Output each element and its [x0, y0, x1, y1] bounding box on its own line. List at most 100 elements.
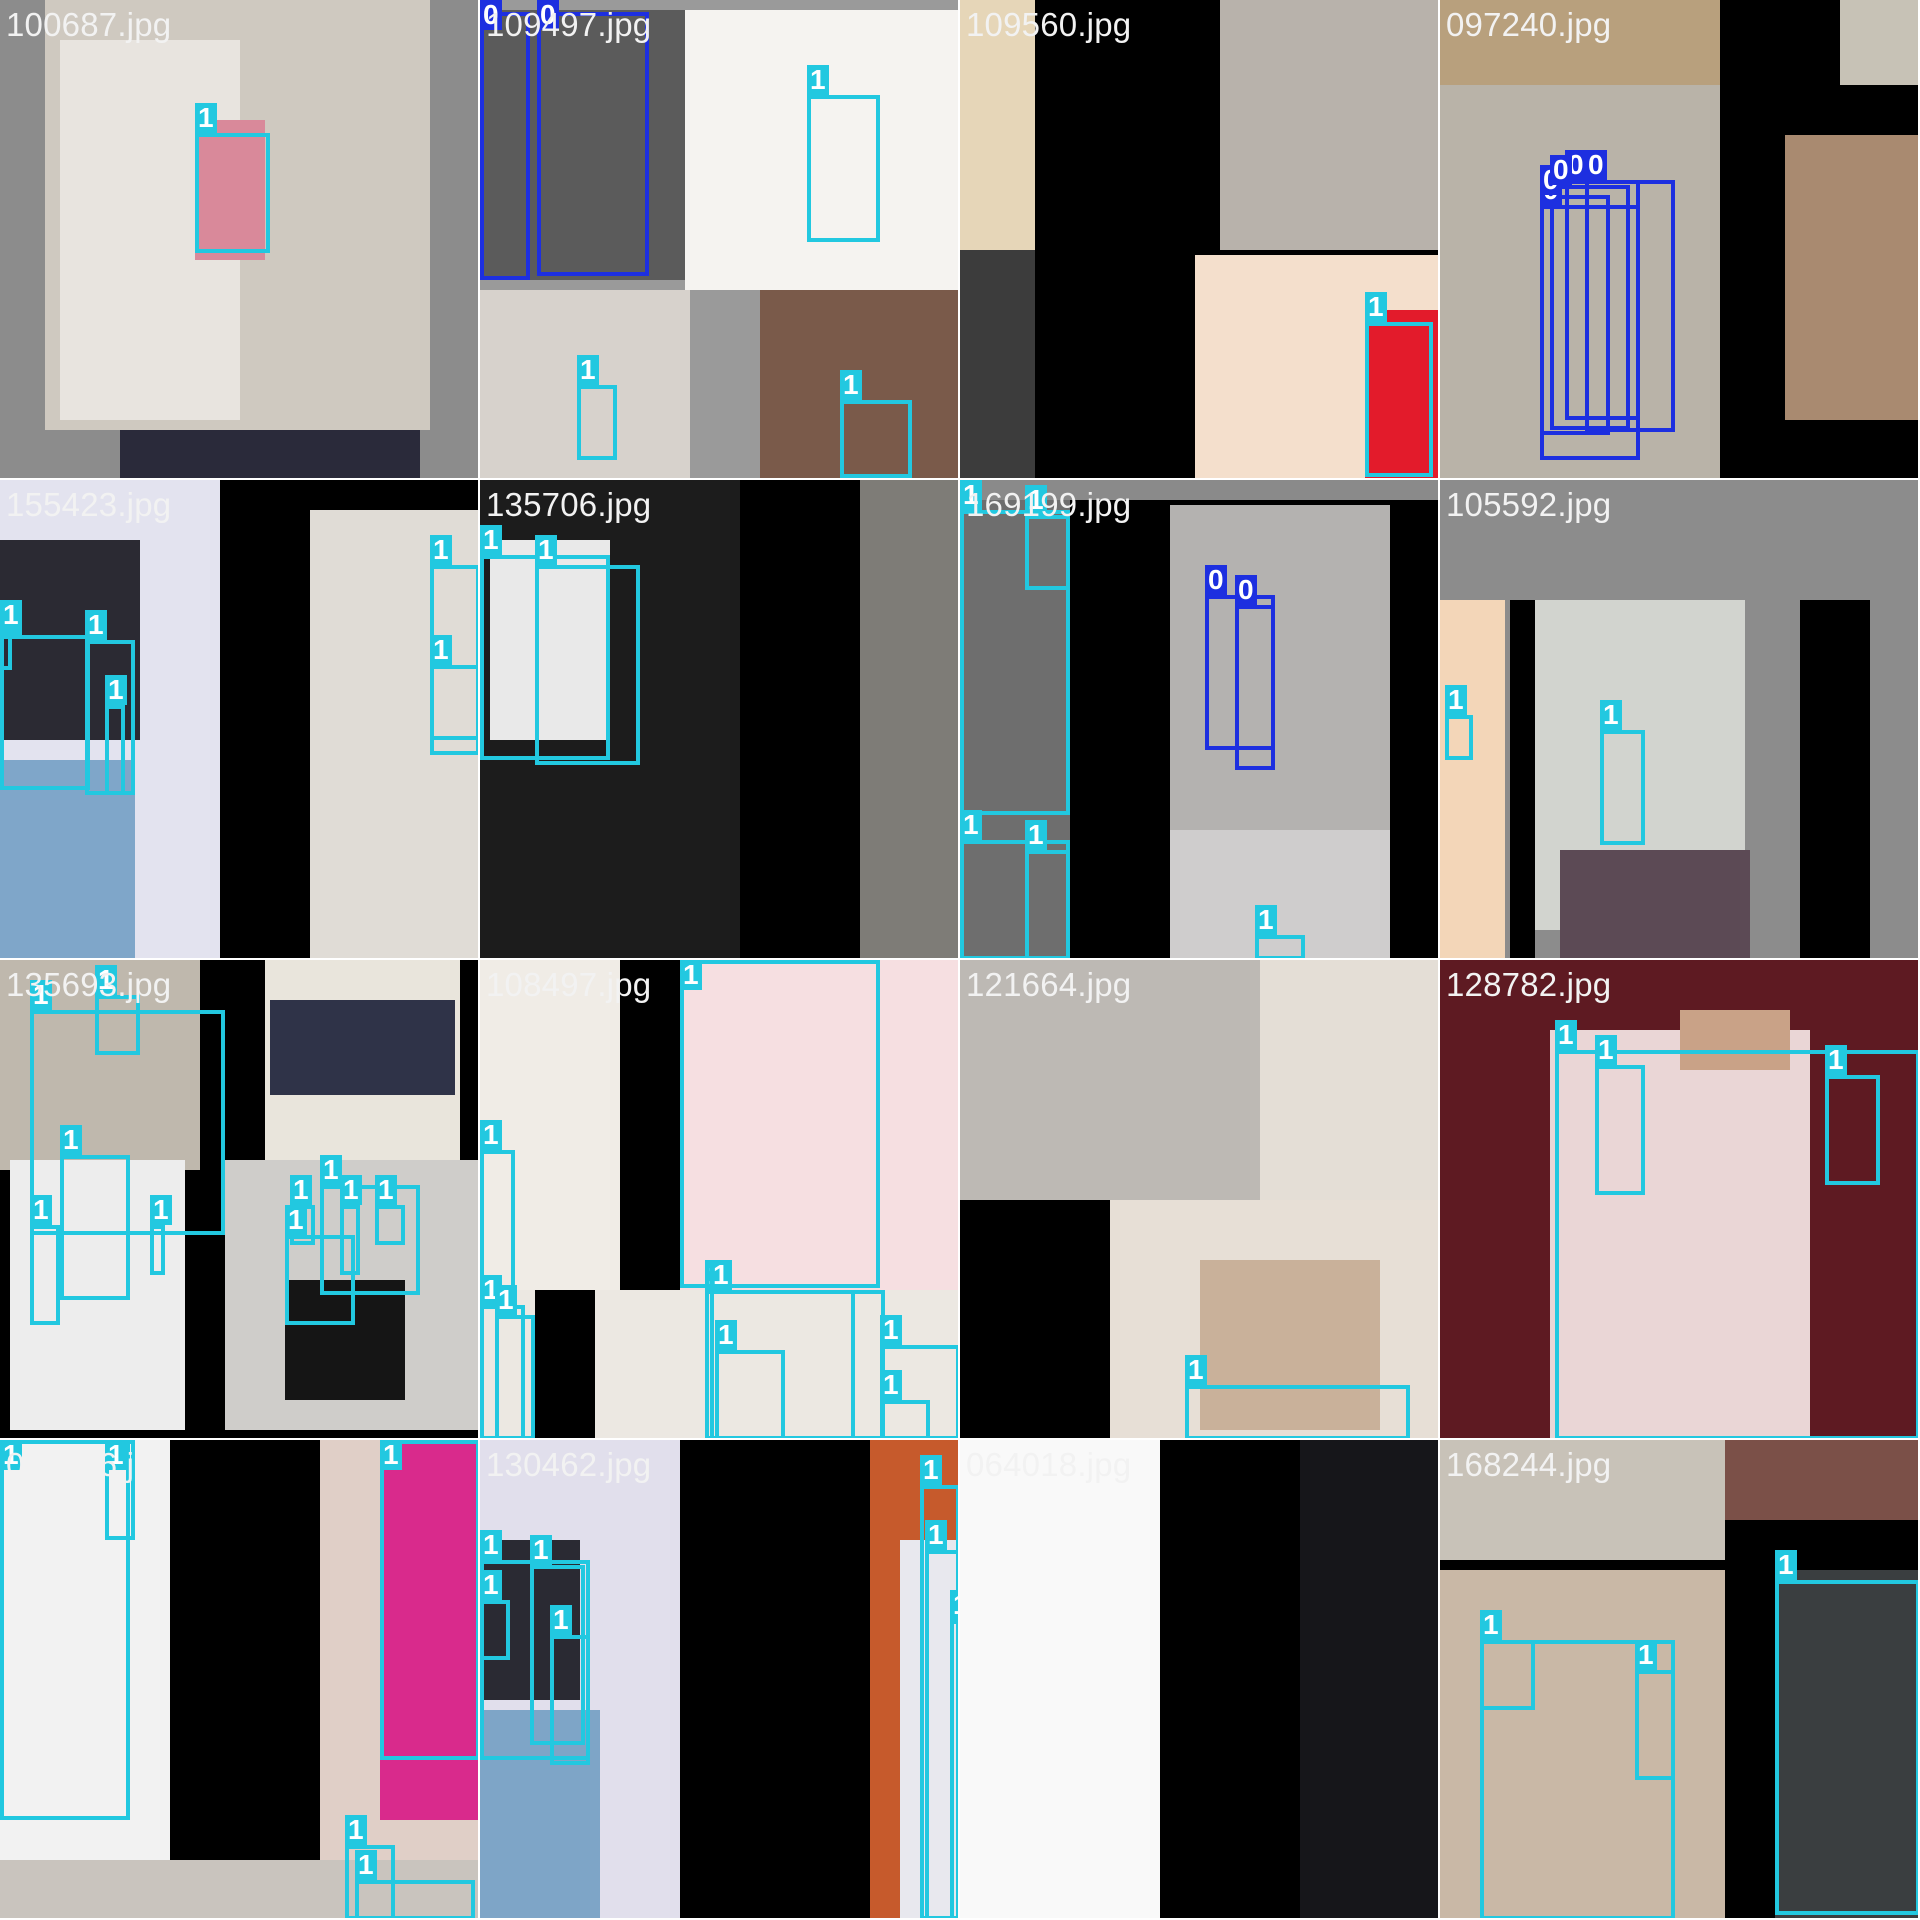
bounding-box [195, 133, 270, 253]
mosaic-tile: 135706.jpg 1 1 [480, 480, 958, 958]
bounding-box [375, 1205, 405, 1245]
class-label-tag: 1 [30, 980, 52, 1010]
class-label-tag: 1 [1595, 1035, 1617, 1065]
photo-region [0, 1860, 478, 1918]
tile-filename: 135706.jpg [486, 486, 652, 523]
mosaic-tile: 121664.jpg 1 [960, 960, 1438, 1438]
tile-filename: 155423.jpg [6, 486, 172, 523]
class-label-tag: 1 [105, 675, 127, 705]
class-label-tag: 0 [1550, 155, 1572, 185]
class-label-tag: 1 [807, 65, 829, 95]
class-label-tag: 1 [480, 1120, 502, 1150]
bounding-box [480, 12, 530, 280]
bounding-box [680, 960, 880, 1288]
bounding-box [1555, 1050, 1918, 1438]
class-label-tag: 1 [1555, 1020, 1577, 1050]
class-label-tag: 1 [105, 1440, 127, 1470]
class-label-tag: 1 [195, 103, 217, 133]
class-label-tag: 1 [960, 480, 982, 510]
photo-region [680, 960, 958, 1290]
bounding-box [1025, 515, 1070, 590]
tile-filename: 047666.jpg [6, 1446, 172, 1483]
photo-region [1785, 135, 1918, 420]
class-label-tag: 1 [495, 1285, 517, 1315]
photo-region [1775, 1570, 1918, 1918]
mosaic-tile: 109560.jpg 1 [960, 0, 1438, 478]
bounding-box [480, 1600, 510, 1660]
bounding-box [1185, 1385, 1410, 1438]
photo-region [1220, 0, 1438, 250]
mosaic-tile: 128782.jpg 1 1 1 [1440, 960, 1918, 1438]
photo-region [1440, 1440, 1725, 1560]
tile-filename: 105592.jpg [1446, 486, 1612, 523]
class-label-tag: 1 [1255, 905, 1277, 935]
tile-filename: 169199.jpg [966, 486, 1132, 523]
class-label-tag: 1 [1635, 1640, 1657, 1670]
class-label-tag: 1 [1445, 685, 1467, 715]
class-label-tag: 1 [285, 1205, 307, 1235]
bounding-box [285, 1235, 355, 1325]
mosaic-tile: 064018.jpg [960, 1440, 1438, 1918]
bounding-box [715, 1350, 785, 1438]
tile-filename: 100687.jpg [6, 6, 172, 43]
photo-region [960, 1440, 1160, 1918]
tile-filename: 128782.jpg [1446, 966, 1612, 1003]
class-label-tag: 1 [380, 1440, 402, 1470]
class-label-tag: 1 [530, 1535, 552, 1565]
class-label-tag: 1 [0, 600, 22, 630]
class-label-tag: 1 [345, 1815, 367, 1845]
class-label-tag: 1 [1025, 820, 1047, 850]
class-label-tag: 0 [1585, 150, 1607, 180]
photo-region [960, 250, 1035, 478]
photo-region [960, 0, 1035, 250]
bounding-box [105, 705, 125, 795]
photo-region [285, 1280, 405, 1400]
tile-filename: 097240.jpg [1446, 6, 1612, 43]
photo-region [1725, 1440, 1918, 1520]
tile-filename: 108497.jpg [486, 966, 652, 1003]
bounding-box [960, 510, 1070, 815]
bounding-box [535, 565, 640, 765]
class-label-tag: 1 [480, 525, 502, 555]
photo-region [535, 1290, 595, 1438]
class-label-tag: 1 [430, 535, 452, 565]
bounding-box [1540, 195, 1610, 435]
bounding-box [355, 1880, 475, 1918]
class-label-tag: 1 [1025, 485, 1047, 515]
class-label-tag: 1 [535, 535, 557, 565]
class-label-tag: 1 [1365, 292, 1387, 322]
class-label-tag: 1 [960, 810, 982, 840]
photo-region [1300, 1440, 1438, 1918]
photo-region [1260, 960, 1438, 1200]
class-label-tag: 0 [1235, 575, 1257, 605]
bounding-box [495, 1315, 535, 1438]
bounding-box [60, 1155, 130, 1300]
class-label-tag: 1 [550, 1605, 572, 1635]
photo-region [960, 480, 1438, 500]
class-label-tag: 1 [480, 1570, 502, 1600]
bounding-box [1025, 850, 1070, 958]
tile-filename: 130462.jpg [486, 1446, 652, 1483]
bounding-box [1775, 1580, 1918, 1915]
photo-region [1510, 600, 1535, 958]
bounding-box [840, 400, 912, 478]
photo-region [480, 960, 620, 1290]
bounding-box [430, 665, 478, 755]
class-label-tag: 0 [537, 0, 559, 30]
bounding-box [1825, 1075, 1880, 1185]
photo-region [685, 10, 958, 290]
bounding-box [320, 1185, 420, 1295]
class-label-tag: 1 [920, 1455, 942, 1485]
bounding-box [807, 95, 880, 242]
class-label-tag: 1 [1825, 1045, 1847, 1075]
bounding-box [380, 1440, 478, 1760]
photo-region [1840, 0, 1918, 85]
photo-region [490, 540, 610, 740]
bounding-box [950, 1620, 958, 1918]
photo-region [480, 10, 685, 280]
photo-region [0, 1440, 170, 1860]
photo-region [1550, 1030, 1810, 1438]
class-label-tag: 1 [680, 960, 702, 990]
